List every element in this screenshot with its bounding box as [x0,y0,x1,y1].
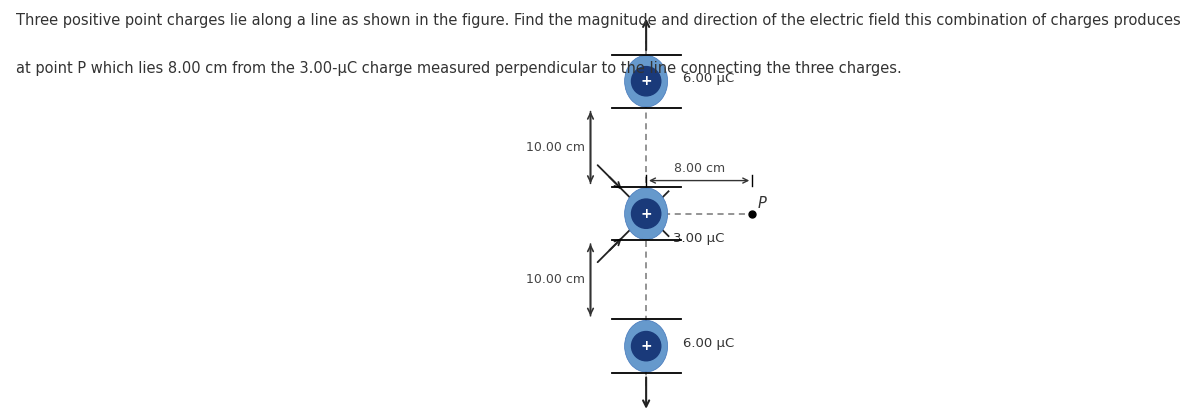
Text: 8.00 cm: 8.00 cm [673,162,725,175]
Text: 3.00 μC: 3.00 μC [673,232,725,245]
Circle shape [631,199,661,228]
Text: 10.00 cm: 10.00 cm [527,141,586,154]
Ellipse shape [625,320,667,372]
Ellipse shape [625,55,667,107]
Text: Three positive point charges lie along a line as shown in the figure. Find the m: Three positive point charges lie along a… [16,13,1181,28]
Text: P: P [757,196,767,211]
Text: 6.00 μC: 6.00 μC [683,72,734,85]
Text: +: + [641,339,652,353]
Text: +: + [641,74,652,88]
Text: +: + [641,207,652,221]
Text: 6.00 μC: 6.00 μC [683,337,734,350]
Ellipse shape [625,188,667,240]
Circle shape [631,331,661,361]
Text: 10.00 cm: 10.00 cm [527,274,586,287]
Circle shape [631,67,661,96]
Text: at point P which lies 8.00 cm from the 3.00-μC charge measured perpendicular to : at point P which lies 8.00 cm from the 3… [16,61,901,76]
